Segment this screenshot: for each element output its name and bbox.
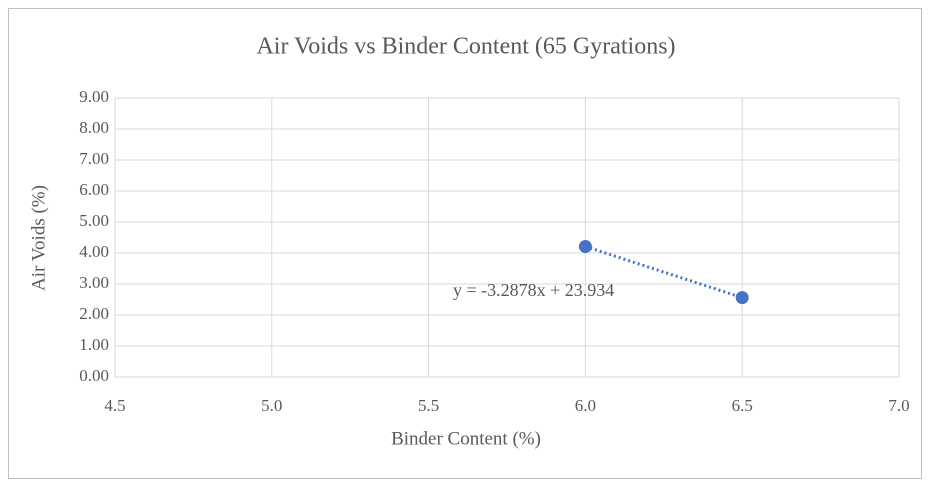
y-tick-label: 3.00 bbox=[79, 273, 109, 292]
y-tick-label: 7.00 bbox=[79, 149, 109, 168]
chart-title: Air Voids vs Binder Content (65 Gyration… bbox=[256, 34, 675, 60]
x-tick-label: 4.5 bbox=[104, 396, 125, 415]
x-axis-label: Binder Content (%) bbox=[391, 428, 541, 449]
y-axis-label: Air Voids (%) bbox=[28, 185, 49, 291]
y-tick-label: 9.00 bbox=[79, 87, 109, 106]
x-tick-label: 6.5 bbox=[732, 396, 753, 415]
x-tick-label: 5.5 bbox=[418, 396, 439, 415]
data-point bbox=[578, 239, 592, 253]
chart-border bbox=[8, 8, 922, 479]
y-tick-label: 8.00 bbox=[79, 118, 109, 137]
x-tick-label: 6.0 bbox=[575, 396, 596, 415]
y-tick-label: 2.00 bbox=[79, 304, 109, 323]
y-tick-label: 6.00 bbox=[79, 180, 109, 199]
y-tick-label: 1.00 bbox=[79, 335, 109, 354]
trendline-equation: y = -3.2878x + 23.934 bbox=[453, 280, 614, 300]
y-tick-label: 5.00 bbox=[79, 211, 109, 230]
x-tick-label: 7.0 bbox=[888, 396, 909, 415]
y-tick-label: 0.00 bbox=[79, 366, 109, 385]
y-tick-label: 4.00 bbox=[79, 242, 109, 261]
data-point bbox=[735, 291, 749, 305]
x-tick-label: 5.0 bbox=[261, 396, 282, 415]
